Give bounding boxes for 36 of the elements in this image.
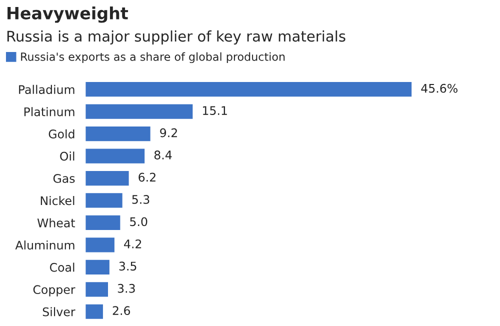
data-label: 6.2 (138, 172, 156, 182)
bar (85, 302, 104, 320)
y-tick-label: Gas (53, 174, 75, 183)
data-label: 45.6% (421, 84, 458, 93)
bar (85, 192, 124, 210)
chart-subtitle: Russia is a major supplier of key raw materials (7, 30, 346, 45)
data-label: 8.4 (154, 150, 172, 160)
y-tick-label: Palladium (19, 84, 74, 94)
y-tick-label: Nickel (40, 196, 74, 206)
bar (85, 280, 110, 298)
bar (85, 258, 111, 276)
data-label: 15.1 (203, 106, 227, 116)
data-label: 9.2 (160, 128, 177, 138)
bar (85, 102, 194, 120)
bar (85, 125, 152, 143)
legend-label: Russia's exports as a share of global production (21, 52, 285, 64)
data-label: 5.0 (130, 217, 148, 226)
data-label: 3.3 (118, 284, 135, 293)
y-tick-label: Wheat (37, 218, 75, 228)
y-tick-label: Silver (42, 307, 76, 316)
data-label: 2.6 (112, 306, 130, 316)
y-tick-label: Gold (48, 129, 74, 138)
y-tick-label: Copper (33, 285, 76, 296)
y-tick-label: Coal (50, 262, 74, 272)
y-tick-label: Oil (60, 152, 74, 161)
y-tick-label: Aluminum (15, 240, 74, 250)
bar (85, 214, 122, 232)
bar (85, 80, 413, 98)
bar (85, 147, 146, 165)
y-tick-label: Platinum (24, 107, 74, 116)
chart-title: Heavyweight (8, 6, 128, 23)
data-label: 4.2 (124, 239, 142, 248)
data-label: 5.3 (132, 194, 150, 204)
bar (85, 236, 116, 254)
bar (85, 170, 130, 187)
data-label: 3.5 (119, 262, 136, 271)
